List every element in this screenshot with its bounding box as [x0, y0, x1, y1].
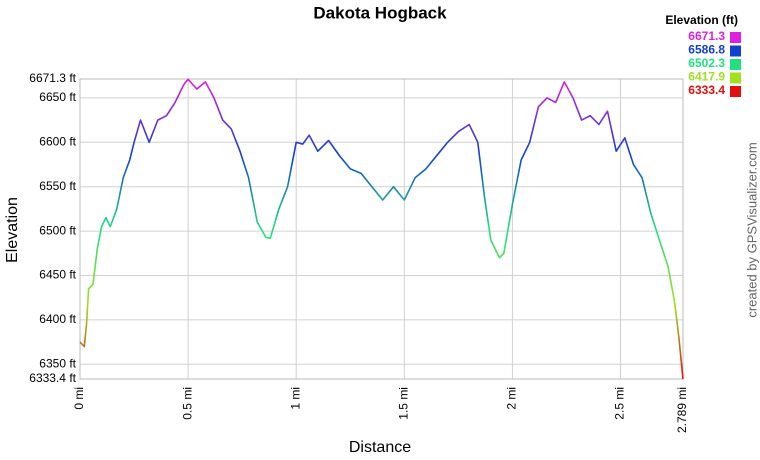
- y-tick-label: 6333.4 ft: [29, 371, 76, 385]
- legend-label: 6671.3: [688, 29, 725, 43]
- x-tick-label: 0 mi: [72, 387, 86, 410]
- x-tick-label: 2 mi: [505, 387, 519, 410]
- legend-label: 6417.9: [688, 70, 725, 84]
- x-tick-label: 2.789 mi: [675, 387, 689, 433]
- legend-swatch: [730, 72, 741, 84]
- chart-title: Dakota Hogback: [313, 3, 447, 22]
- x-tick-label: 0.5 mi: [180, 387, 194, 420]
- y-tick-label: 6650 ft: [39, 90, 76, 104]
- x-tick-label: 1 mi: [288, 387, 302, 410]
- y-tick-label: 6450 ft: [39, 268, 76, 282]
- x-axis-title: Distance: [349, 439, 411, 456]
- legend-label: 6333.4: [688, 83, 725, 97]
- y-tick-label: 6550 ft: [39, 179, 76, 193]
- legend-swatch: [730, 86, 741, 97]
- credit: created by GPSVisualizer.com: [744, 142, 759, 317]
- y-tick-label: 6350 ft: [39, 356, 76, 370]
- y-axis-title: Elevation: [4, 197, 21, 263]
- legend-label: 6586.8: [688, 43, 725, 57]
- x-tick-label: 1.5 mi: [396, 387, 410, 420]
- legend-swatch: [730, 45, 741, 57]
- y-tick-label: 6400 ft: [39, 312, 76, 326]
- y-tick-label: 6500 ft: [39, 223, 76, 237]
- x-tick-label: 2.5 mi: [613, 387, 627, 420]
- legend-title: Elevation (ft): [665, 13, 738, 27]
- legend-swatch: [730, 59, 741, 70]
- elevation-line: [79, 78, 684, 380]
- y-tick-label: 6600 ft: [39, 134, 76, 148]
- legend-swatch: [730, 32, 741, 43]
- plot-frame: [79, 78, 684, 380]
- legend-label: 6502.3: [688, 56, 725, 70]
- y-tick-label: 6671.3 ft: [29, 71, 76, 85]
